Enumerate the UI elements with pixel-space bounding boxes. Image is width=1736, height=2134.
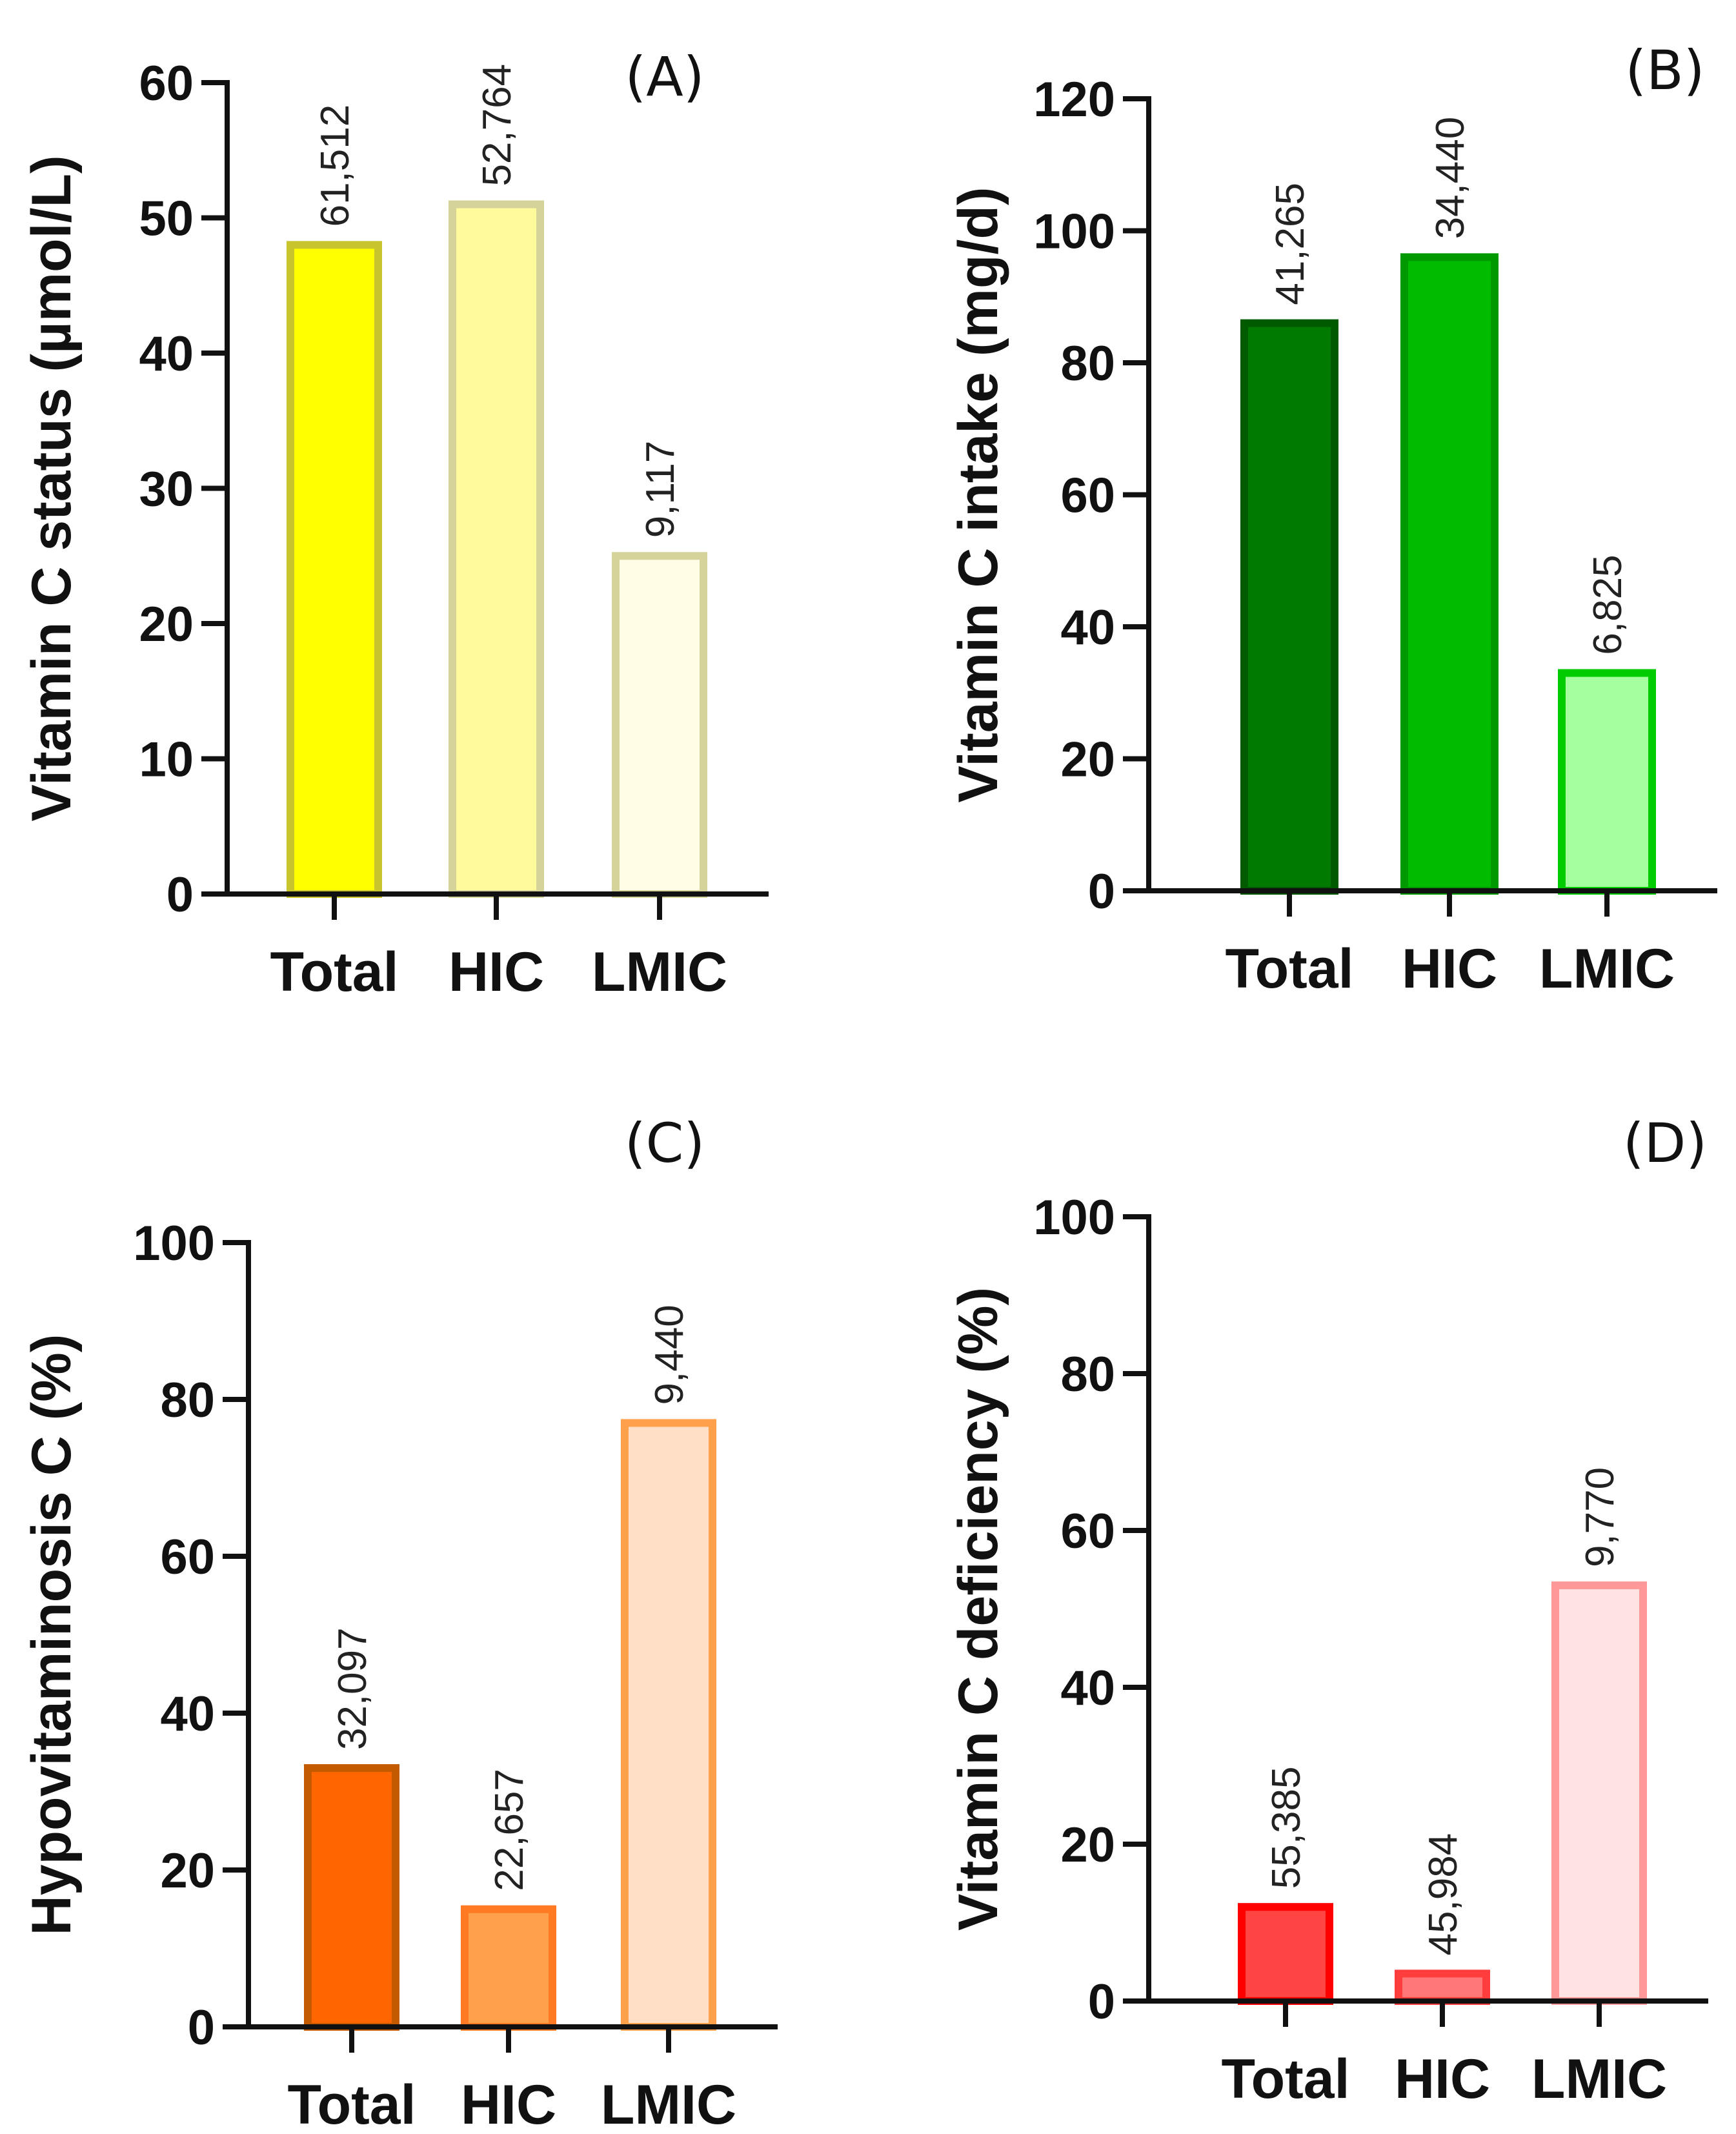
y-tick-label: 40: [139, 327, 194, 381]
panel-label: (C): [625, 1112, 705, 1175]
y-axis-label: Vitamin C deficiency (%): [947, 1287, 1009, 1931]
bar-hic: [461, 1905, 556, 2031]
y-tick-label: 0: [167, 868, 194, 922]
data-label-total: 41,265: [1268, 183, 1313, 305]
x-tick-label-lmic: LMIC: [1531, 2048, 1667, 2110]
data-label-total: 32,097: [330, 1627, 375, 1750]
bar-total: [304, 1764, 399, 2031]
chart-panel-3: 0 20 40 60 80 100 Total HIC LMIC 55,385 45,984 9,77…: [947, 1112, 1708, 2110]
bar-hic: [1400, 253, 1499, 895]
y-tick-label: 0: [1088, 864, 1115, 919]
y-tick-label: 100: [1033, 1190, 1115, 1245]
chart-panel-0: 0 10 20 30 40 50 60 Total HIC LMIC 61,512 52,764 9,1…: [21, 45, 769, 1003]
panel-label: (B): [1625, 39, 1704, 102]
y-tick-label: 0: [1088, 1975, 1115, 2029]
x-tick-label-hic: HIC: [461, 2074, 556, 2134]
y-tick-label: 80: [1060, 336, 1115, 391]
y-tick-label: 50: [139, 192, 194, 247]
panel-label: (A): [625, 45, 704, 108]
x-tick-label-hic: HIC: [1395, 2048, 1490, 2110]
y-tick-label: 20: [1060, 733, 1115, 788]
y-tick-label: 80: [1060, 1347, 1115, 1402]
y-tick-label: 60: [1060, 469, 1115, 523]
y-tick-label: 100: [133, 1216, 215, 1271]
bar-lmic: [612, 552, 707, 898]
data-label-total: 61,512: [313, 105, 358, 227]
y-tick-label: 0: [188, 2000, 215, 2055]
data-label-hic: 52,764: [475, 64, 520, 187]
x-tick-label-hic: HIC: [1402, 938, 1497, 1000]
y-tick-label: 40: [1060, 1661, 1115, 1716]
x-tick-label-lmic: LMIC: [592, 941, 727, 1003]
y-tick-label: 120: [1033, 72, 1115, 127]
x-tick-label-total: Total: [1221, 2048, 1349, 2110]
y-tick-label: 20: [1060, 1818, 1115, 1873]
y-tick-label: 40: [160, 1687, 215, 1742]
data-label-hic: 34,440: [1428, 117, 1473, 239]
y-tick-label: 30: [139, 462, 194, 517]
bar-lmic: [621, 1419, 716, 2031]
bar-lmic: [1558, 669, 1656, 895]
bar-hic: [1395, 1969, 1490, 2006]
data-label-lmic: 6,825: [1586, 554, 1630, 655]
y-axis-label: Vitamin C intake (mg/d): [947, 187, 1009, 802]
x-tick-label-lmic: LMIC: [1539, 938, 1675, 1000]
x-tick-label-total: Total: [270, 941, 398, 1003]
y-axis-label: Vitamin C status (µmol/L): [21, 155, 83, 821]
panel-label: (D): [1623, 1112, 1707, 1175]
data-label-hic: 45,984: [1421, 1833, 1466, 1956]
y-tick-label: 20: [139, 597, 194, 652]
chart-panel-1: 0 20 40 60 80 100 120 Total HIC LMIC 41,265 34,440 6…: [947, 39, 1717, 1000]
x-tick-label-lmic: LMIC: [601, 2074, 736, 2134]
y-tick-label: 60: [160, 1530, 215, 1585]
y-tick-label: 40: [1060, 600, 1115, 655]
data-label-lmic: 9,117: [638, 441, 683, 538]
data-label-lmic: 9,440: [647, 1305, 692, 1405]
x-tick-label-hic: HIC: [449, 941, 544, 1003]
y-tick-label: 80: [160, 1373, 215, 1428]
bar-hic: [449, 200, 544, 898]
x-tick-label-total: Total: [1225, 938, 1353, 1000]
y-tick-label: 20: [160, 1844, 215, 1898]
chart-panel-2: 0 20 40 60 80 100 Total HIC LMIC 32,097 22,657 9,44…: [21, 1112, 778, 2134]
y-tick-label: 10: [139, 733, 194, 788]
bar-lmic: [1551, 1581, 1647, 2006]
x-tick-label-total: Total: [287, 2074, 416, 2134]
y-tick-label: 60: [139, 56, 194, 111]
data-label-hic: 22,657: [487, 1769, 532, 1891]
bar-total: [1238, 1903, 1333, 2005]
data-label-total: 55,385: [1264, 1767, 1309, 1889]
y-axis-label: Hypovitaminosis C (%): [21, 1334, 83, 1936]
bar-total: [1240, 319, 1338, 895]
data-label-lmic: 9,770: [1578, 1467, 1622, 1567]
y-tick-label: 60: [1060, 1504, 1115, 1559]
bar-total: [287, 241, 382, 898]
y-tick-label: 100: [1033, 205, 1115, 259]
